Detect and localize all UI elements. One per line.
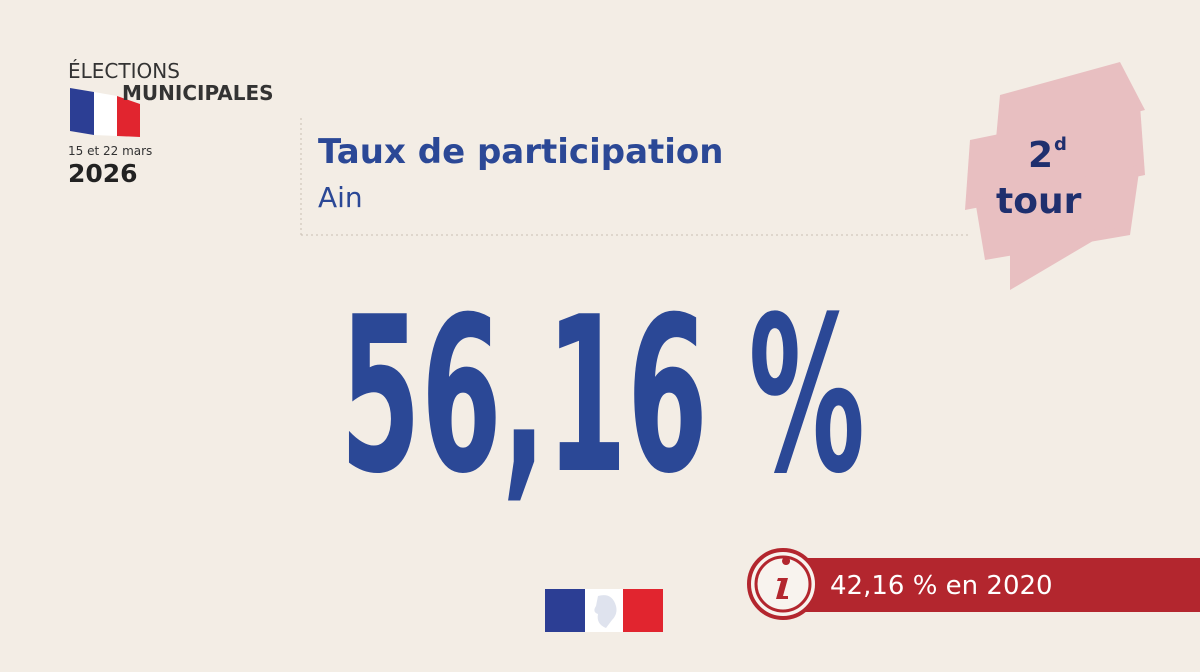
flag-white <box>94 92 117 136</box>
flag-blue <box>70 88 94 135</box>
info-banner <box>760 558 1200 612</box>
badge-number: 2 <box>1028 135 1053 176</box>
marianne-profile <box>594 595 617 628</box>
info-text: 42,16 % en 2020 <box>830 571 1053 601</box>
logo-line2: MUNICIPALES <box>122 81 274 105</box>
main-value: 56,16 % <box>340 270 865 521</box>
republic-logo-blue <box>545 589 585 632</box>
logo-line1: ÉLECTIONS <box>68 59 180 83</box>
logo-year: 2026 <box>68 159 138 188</box>
flag-red <box>117 96 140 137</box>
badge: 2 d tour <box>965 62 1145 290</box>
info-icon-glyph <box>776 557 791 599</box>
logo-dates: 15 et 22 mars <box>68 144 152 158</box>
badge-word: tour <box>996 181 1082 222</box>
info-icon-ring <box>754 555 812 613</box>
badge-suffix: d <box>1054 134 1067 155</box>
badge-stroke <box>1010 225 1120 290</box>
header-title: Taux de participation <box>318 132 723 172</box>
header-subtitle: Ain <box>318 181 363 214</box>
republic-logo-red <box>623 589 663 632</box>
